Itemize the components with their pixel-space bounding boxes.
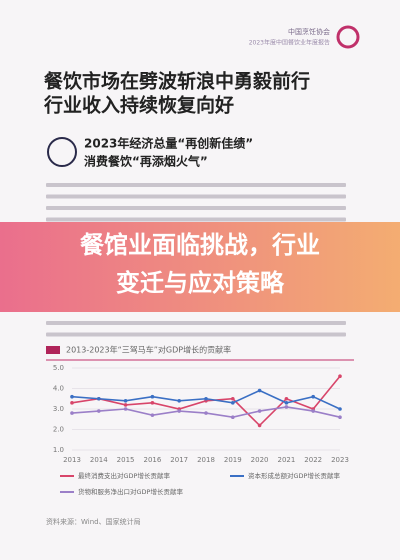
section-heading: 2023年经济总量“再创新佳绩” — [84, 136, 253, 151]
point — [150, 401, 155, 405]
point — [70, 401, 74, 405]
point — [204, 411, 208, 415]
point — [150, 413, 155, 417]
point — [284, 396, 289, 401]
point — [338, 374, 342, 379]
x-tick-label: 2015 — [117, 456, 135, 464]
y-tick-label: 1.0 — [53, 446, 64, 454]
chart: 1.0 2.0 3.0 4.0 5.0 2013 2014 2015 2016 2017 2018 2… — [53, 364, 349, 496]
y-tick-label: 4.0 — [53, 385, 64, 393]
point — [231, 415, 235, 420]
title: 行业收入持续恢复向好 — [43, 94, 234, 117]
point — [70, 394, 74, 399]
text-line — [46, 194, 346, 199]
point — [338, 415, 342, 420]
point — [97, 396, 101, 401]
text-line — [46, 217, 346, 222]
point — [257, 423, 262, 428]
point — [284, 405, 289, 409]
point — [257, 388, 262, 393]
point — [70, 411, 74, 415]
x-tick-label: 2019 — [224, 456, 242, 464]
point — [123, 399, 128, 403]
point — [311, 409, 316, 413]
point — [257, 409, 262, 413]
legend-label: 货物和服务净出口对GDP增长贡献率 — [78, 487, 183, 496]
x-tick-label: 2016 — [143, 456, 161, 464]
body-text — [46, 183, 346, 337]
x-tick-label: 2018 — [197, 456, 215, 464]
point — [311, 394, 316, 399]
banner — [0, 222, 400, 312]
legend-label: 最终消费支出对GDP增长贡献率 — [78, 471, 170, 480]
x-tick-label: 2022 — [304, 456, 322, 464]
org: 中国烹饪协会 — [288, 27, 330, 36]
point — [123, 403, 128, 407]
point — [338, 407, 342, 411]
section-icon — [47, 137, 77, 167]
text-line — [46, 183, 346, 187]
text-line — [46, 206, 346, 210]
x-tick-label: 2023 — [331, 456, 349, 464]
source: 资料来源：Wind、国家统计局 — [46, 517, 141, 526]
x-tick-label: 2013 — [63, 456, 81, 464]
legend-label: 资本形成总额对GDP增长贡献率 — [248, 471, 340, 480]
section-heading: 消费餐饮“再添烟火气” — [84, 154, 208, 169]
point — [231, 401, 235, 405]
point — [123, 407, 128, 411]
logo — [336, 25, 360, 49]
text-line — [46, 321, 346, 325]
point — [177, 399, 181, 403]
point — [150, 394, 155, 399]
x-tick-label: 2021 — [277, 456, 295, 464]
y-tick-label: 3.0 — [53, 405, 64, 413]
banner-text: 变迁与应对策略 — [116, 269, 285, 297]
x-tick-label: 2014 — [90, 456, 108, 464]
point — [284, 401, 289, 405]
y-tick-label: 5.0 — [53, 364, 64, 372]
banner-text: 餐馆业面临挑战，行业 — [80, 231, 320, 259]
chart-tag — [46, 346, 60, 354]
report: 2023年度中国餐饮业年度报告 — [249, 39, 330, 47]
point — [177, 409, 181, 413]
title: 餐饮市场在劈波斩浪中勇毅前行 — [44, 70, 310, 93]
chart-title: 2013-2023年“三驾马车”对GDP增长的贡献率 — [66, 345, 231, 355]
text-line — [46, 332, 346, 337]
point — [204, 396, 208, 401]
x-tick-label: 2017 — [170, 456, 188, 464]
x-tick-label: 2020 — [251, 456, 269, 464]
y-tick-label: 2.0 — [53, 426, 64, 434]
point — [97, 409, 101, 413]
point — [231, 396, 235, 401]
